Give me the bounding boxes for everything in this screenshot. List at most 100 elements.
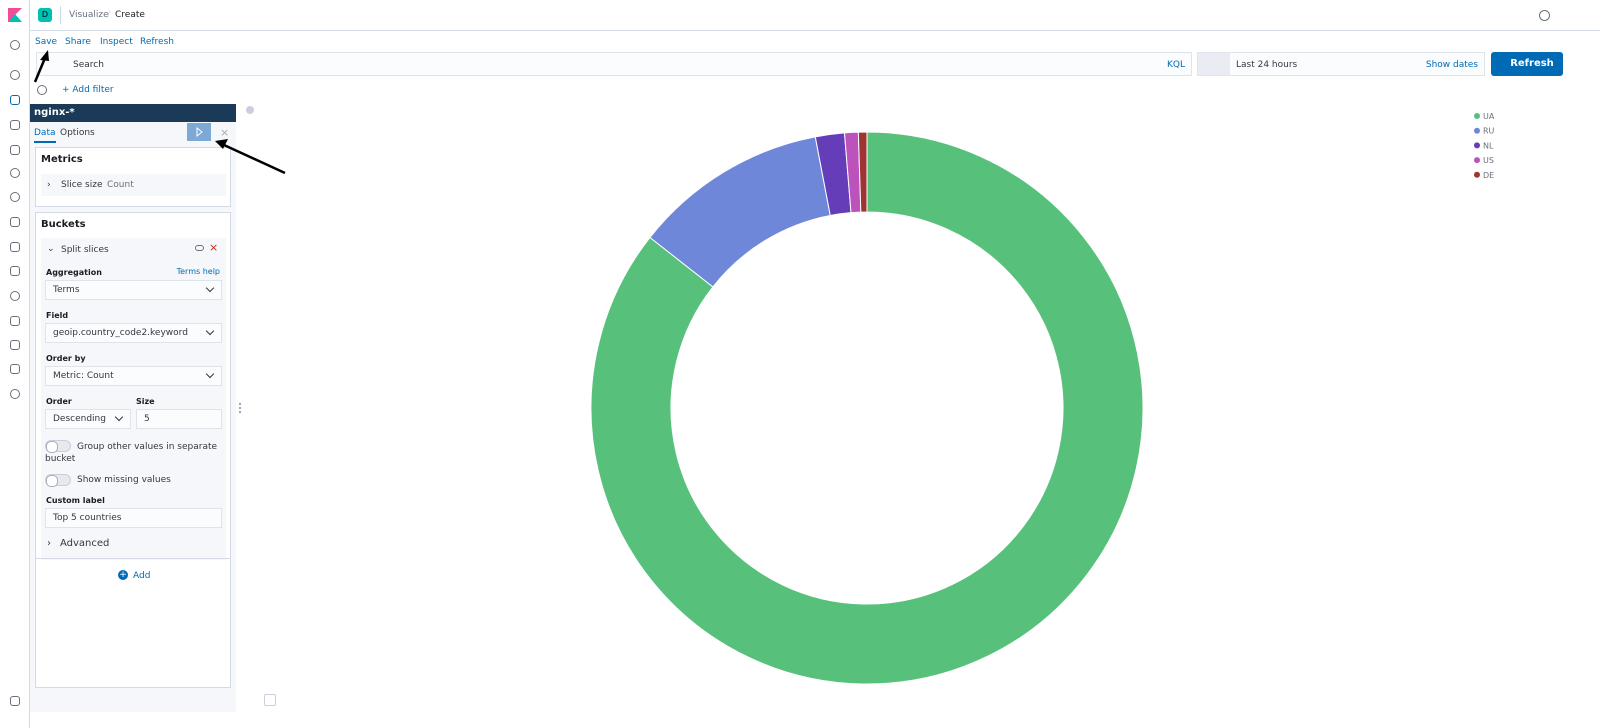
aggregation-label: Aggregation — [46, 268, 102, 277]
metric-item[interactable]: › Slice size Count — [41, 174, 226, 196]
legend-swatch — [1474, 142, 1480, 149]
legend-swatch — [1474, 127, 1480, 134]
order-label: Order — [46, 397, 72, 406]
resize-handle[interactable] — [239, 403, 241, 413]
show-missing-label: Show missing values — [77, 475, 171, 485]
add-filter[interactable]: + Add filter — [62, 85, 114, 95]
add-button[interactable]: Add — [133, 571, 151, 581]
custom-label-input[interactable]: Top 5 countries — [45, 508, 222, 528]
menu-share[interactable]: Share — [65, 37, 91, 47]
size-value: 5 — [144, 414, 150, 424]
toggle-visibility[interactable] — [195, 245, 204, 251]
field-select[interactable]: geoip.country_code2.keyword — [45, 323, 222, 343]
refresh-button[interactable]: Refresh — [1491, 52, 1563, 76]
legend-label[interactable]: NL — [1483, 141, 1494, 150]
metrics-panel: Metrics › Slice size Count — [35, 147, 231, 207]
nav-infra[interactable] — [10, 217, 20, 227]
divider — [60, 6, 61, 24]
nav-visualize[interactable] — [10, 95, 20, 105]
collapse-sidebar[interactable] — [246, 106, 254, 114]
nav-logs[interactable] — [10, 242, 20, 252]
arrow-head — [215, 139, 228, 149]
index-pattern: nginx-* — [30, 104, 236, 122]
custom-label-value: Top 5 countries — [53, 513, 122, 523]
tab-options[interactable]: Options — [60, 128, 95, 138]
metric-label: Slice size — [61, 180, 103, 190]
buckets-title: Buckets — [41, 219, 86, 230]
menu-save[interactable]: Save — [35, 37, 58, 47]
aggregation-select[interactable]: Terms — [45, 280, 222, 300]
menu-refresh[interactable]: Refresh — [140, 37, 174, 47]
editor-sidebar: nginx-* Data Options × Metrics › Slice s… — [30, 104, 236, 712]
size-input[interactable]: 5 — [136, 409, 222, 429]
remove-bucket[interactable]: × — [209, 241, 219, 254]
nav-monitoring[interactable] — [10, 364, 20, 374]
show-missing-toggle[interactable] — [45, 474, 71, 487]
nav-siem[interactable] — [10, 316, 20, 326]
custom-label-label: Custom label — [46, 496, 105, 505]
refresh-label: Refresh — [1510, 58, 1554, 69]
buckets-panel: Buckets ⌄ Split slices × Aggregation Ter… — [35, 212, 231, 688]
terms-help[interactable]: Terms help — [176, 267, 220, 276]
date-quick-menu[interactable] — [1198, 53, 1230, 75]
help-icon[interactable] — [1539, 10, 1550, 21]
space-badge[interactable]: D — [38, 8, 52, 22]
legend-swatch — [1474, 157, 1480, 164]
chevron[interactable]: ⌄ — [47, 244, 55, 254]
search-bar[interactable]: Search KQL — [36, 52, 1192, 76]
nav-maps[interactable] — [10, 168, 20, 178]
nav-devtools[interactable] — [10, 340, 20, 350]
field-value: geoip.country_code2.keyword — [53, 328, 188, 338]
legend-swatch — [1474, 113, 1480, 119]
arrow-head — [40, 50, 49, 61]
nav-recent[interactable] — [10, 40, 20, 50]
order-by-select[interactable]: Metric: Count — [45, 366, 222, 386]
legend-label[interactable]: DE — [1483, 171, 1494, 180]
header: D Visualize / Create — [30, 0, 1600, 31]
legend-toggle-icon[interactable] — [264, 694, 276, 706]
divider — [36, 558, 230, 559]
search-placeholder: Search — [73, 60, 104, 70]
group-other-label: Group other values in separate bucket — [45, 442, 218, 464]
nav-collapse[interactable] — [10, 696, 20, 706]
metric-value: Count — [107, 180, 134, 190]
annotation-arrow — [33, 50, 286, 175]
kql-toggle[interactable]: KQL — [1167, 60, 1185, 70]
order-select[interactable]: Descending — [45, 409, 131, 429]
discard-button[interactable]: × — [220, 126, 230, 139]
legend-swatch — [1474, 171, 1480, 178]
arrow-line — [33, 57, 47, 83]
tab-data[interactable]: Data — [34, 128, 56, 143]
nav-uptime[interactable] — [10, 291, 20, 301]
nav-dashboard[interactable] — [10, 120, 20, 130]
kibana-logo — [8, 8, 22, 22]
nav-discover[interactable] — [10, 70, 20, 80]
time-range: Last 24 hours — [1236, 60, 1298, 70]
nav-management[interactable] — [10, 389, 20, 399]
nav-apm[interactable] — [10, 266, 20, 276]
order-by-label: Order by — [46, 354, 86, 363]
legend-label[interactable]: RU — [1483, 127, 1495, 136]
menu-inspect[interactable]: Inspect — [100, 37, 133, 47]
metrics-title: Metrics — [41, 154, 83, 165]
group-other-toggle[interactable] — [45, 440, 71, 453]
slice — [857, 131, 868, 213]
add-icon: + — [118, 570, 128, 580]
legend-label[interactable]: US — [1483, 156, 1494, 165]
filter-settings[interactable] — [37, 85, 47, 95]
size-label: Size — [136, 397, 155, 406]
nav-ml[interactable] — [10, 192, 20, 202]
aggregation-value: Terms — [53, 285, 80, 295]
nav-canvas[interactable] — [10, 145, 20, 155]
time-picker[interactable]: Last 24 hours Show dates — [1197, 52, 1485, 76]
arrow-line — [223, 143, 286, 175]
apply-button[interactable] — [187, 123, 211, 141]
show-dates[interactable]: Show dates — [1425, 60, 1478, 70]
breadcrumb: Create — [115, 10, 145, 20]
split-title: Split slices — [61, 245, 109, 255]
advanced-toggle[interactable]: Advanced — [60, 538, 110, 549]
legend-label[interactable]: UA — [1483, 112, 1495, 121]
breadcrumb[interactable]: Visualize — [69, 10, 109, 20]
